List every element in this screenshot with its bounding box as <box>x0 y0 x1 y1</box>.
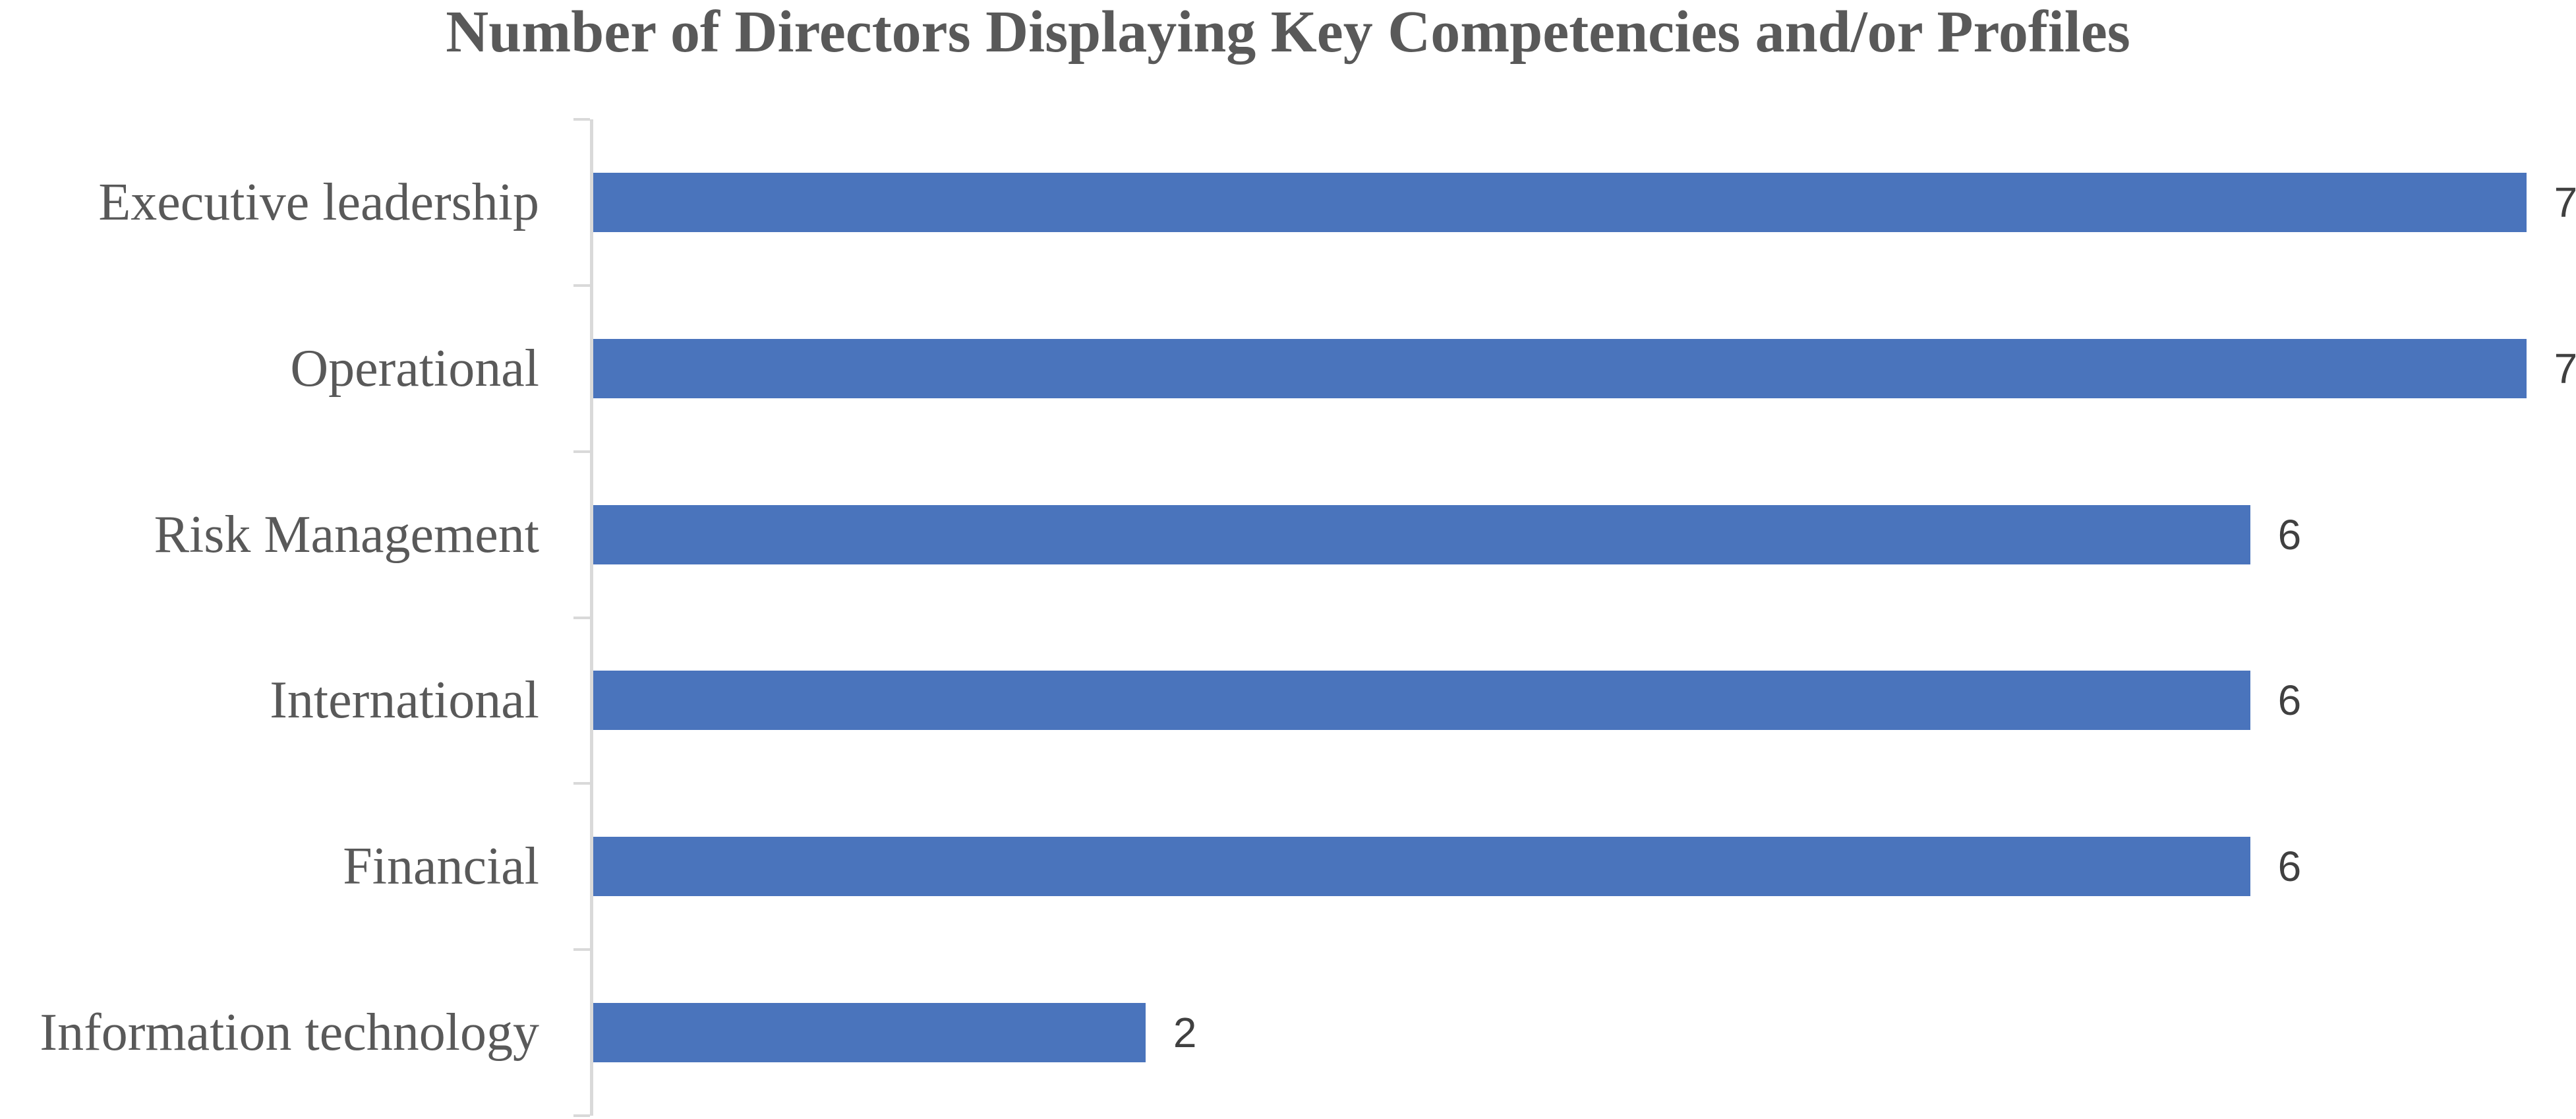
axis-tick <box>573 616 590 619</box>
axis-tick <box>573 782 590 785</box>
category-label: International <box>270 671 539 730</box>
category-label: Risk Management <box>154 505 539 564</box>
bar <box>593 1003 1146 1063</box>
bar-value-label: 6 <box>2277 843 2302 891</box>
bar-value-label: 7 <box>2554 344 2576 392</box>
category-label: Information technology <box>40 1004 539 1062</box>
bar-value-label: 7 <box>2554 178 2576 226</box>
bar-value-label: 2 <box>1173 1009 1197 1057</box>
category-label: Financial <box>343 837 539 896</box>
category-label: Operational <box>290 339 539 398</box>
bar <box>593 837 2250 897</box>
value-axis-line <box>590 119 593 1116</box>
axis-tick <box>573 118 590 121</box>
axis-tick <box>573 450 590 453</box>
chart-title: Number of Directors Displaying Key Compe… <box>446 0 2130 65</box>
bar <box>593 671 2250 731</box>
bar-value-label: 6 <box>2277 510 2302 559</box>
axis-tick <box>573 948 590 952</box>
axis-tick <box>573 1114 590 1117</box>
bar <box>593 338 2527 398</box>
bar <box>593 504 2250 564</box>
bar-value-label: 6 <box>2277 677 2302 725</box>
bar <box>593 172 2527 232</box>
axis-tick <box>573 284 590 287</box>
category-label: Executive leadership <box>98 173 539 231</box>
